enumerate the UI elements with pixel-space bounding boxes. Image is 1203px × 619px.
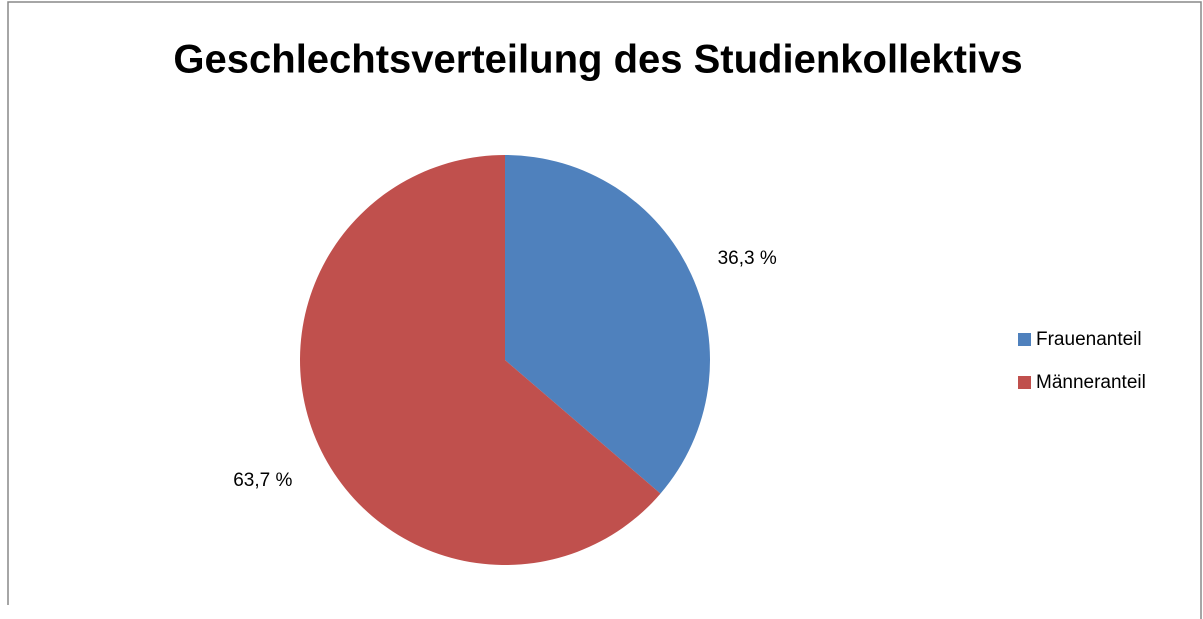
pie-slice <box>300 155 661 565</box>
pie-slice <box>505 155 710 494</box>
chart-title: Geschlechtsverteilung des Studienkollekt… <box>173 38 1022 82</box>
legend-label: Frauenanteil <box>1036 329 1142 350</box>
chart-border <box>7 1 1202 619</box>
legend-swatch <box>1018 376 1031 389</box>
legend-swatch <box>1018 333 1031 346</box>
legend-label: Männeranteil <box>1036 372 1146 393</box>
data-label: 36,3 % <box>718 248 777 269</box>
data-label: 63,7 % <box>233 470 292 491</box>
